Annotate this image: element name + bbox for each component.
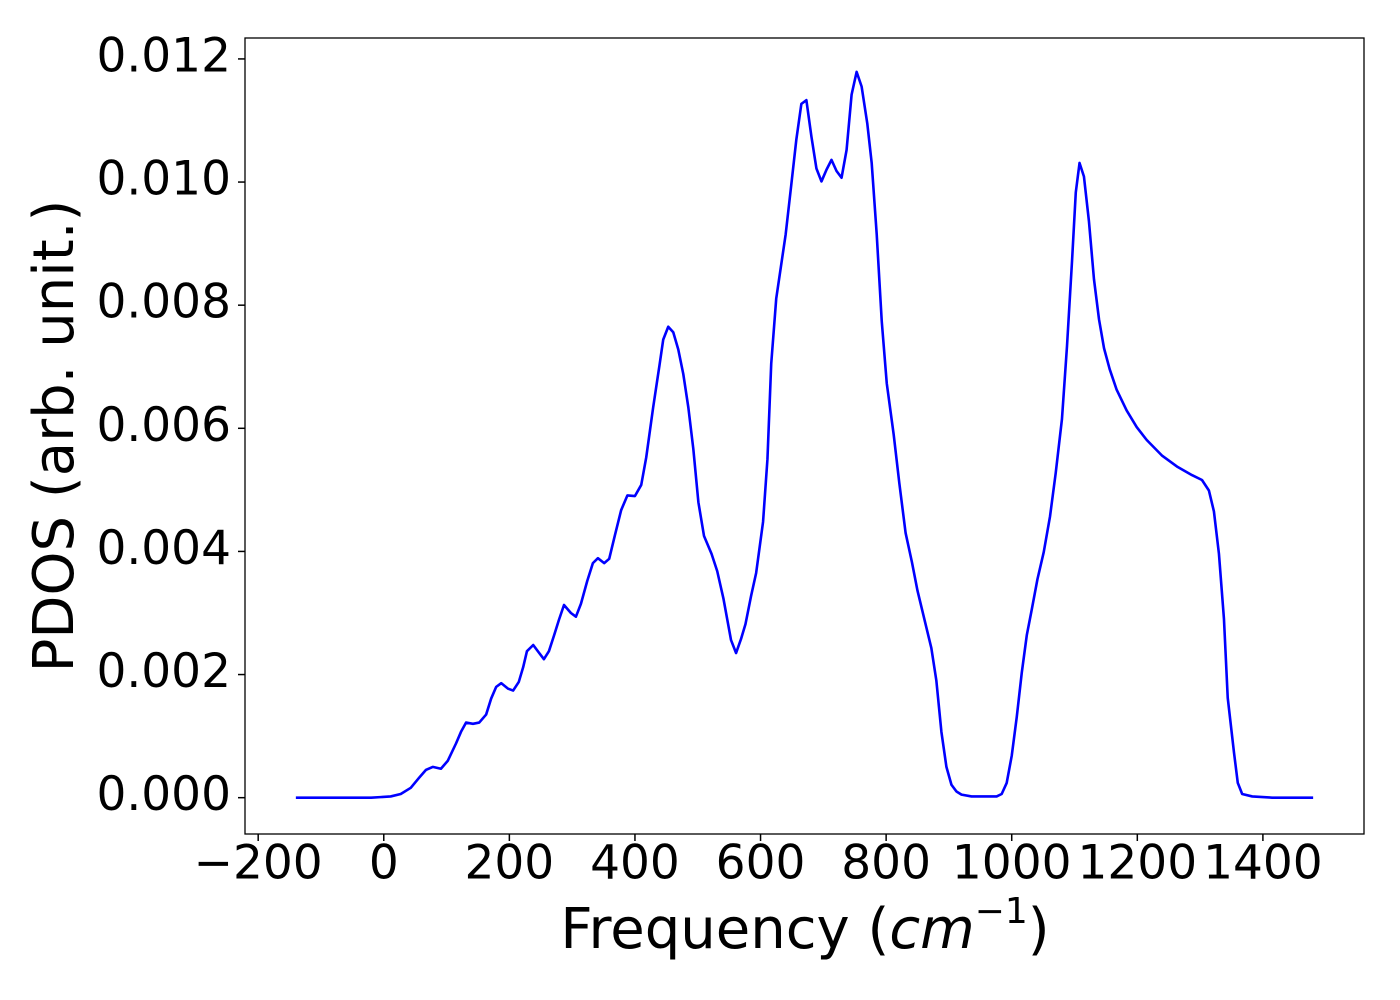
x-label-text: Frequency ( bbox=[560, 897, 889, 962]
x-tick-label: 1200 bbox=[1077, 836, 1197, 891]
x-label-exponent: −1 bbox=[975, 891, 1028, 932]
x-tick-label: 1000 bbox=[952, 836, 1072, 891]
y-tick-label: 0.010 bbox=[96, 152, 231, 207]
x-label-unit: cm bbox=[889, 897, 974, 962]
y-axis-label: PDOS (arb. unit.) bbox=[22, 200, 87, 673]
x-tick-label: −200 bbox=[194, 836, 323, 891]
y-tick-label: 0.008 bbox=[96, 275, 231, 330]
plot-frame bbox=[244, 37, 1365, 835]
x-tick-label: 600 bbox=[716, 836, 806, 891]
data-line bbox=[295, 70, 1314, 799]
x-tick-label: 0 bbox=[369, 836, 399, 891]
y-tick-label: 0.004 bbox=[96, 521, 231, 576]
y-tick-label: 0.002 bbox=[96, 644, 231, 699]
y-tick-label: 0.000 bbox=[96, 767, 231, 822]
x-tick-label: 800 bbox=[841, 836, 931, 891]
y-tick-label: 0.006 bbox=[96, 398, 231, 453]
x-label-close: ) bbox=[1028, 897, 1050, 962]
x-tick-label: 400 bbox=[590, 836, 680, 891]
x-axis-label: Frequency (cm−1) bbox=[560, 891, 1049, 962]
x-tick-label: 200 bbox=[465, 836, 555, 891]
y-tick-label: 0.012 bbox=[96, 28, 231, 83]
x-tick-label: 1400 bbox=[1203, 836, 1323, 891]
